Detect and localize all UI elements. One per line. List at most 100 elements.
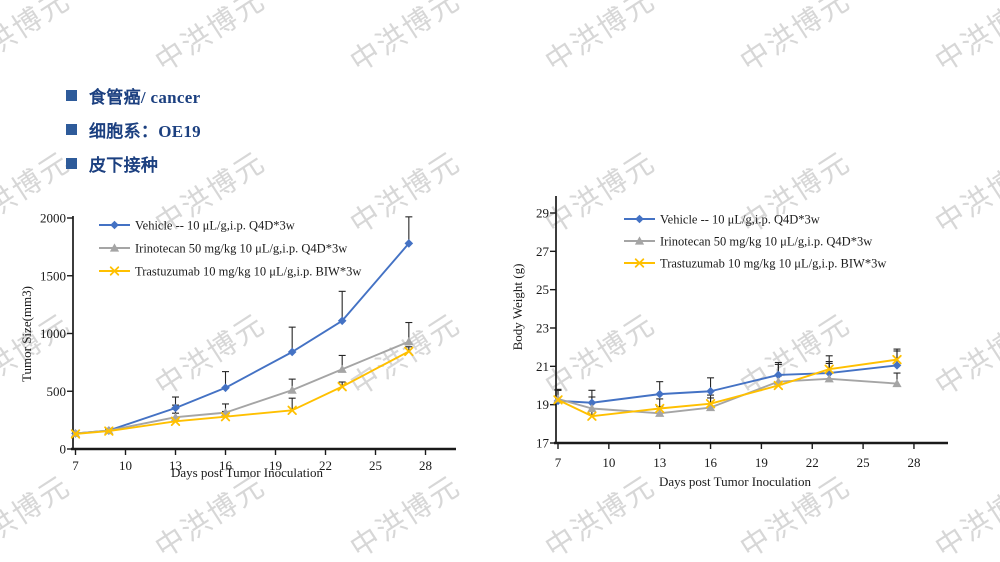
- error-bars: [554, 350, 901, 403]
- x-marker: [287, 405, 297, 416]
- x-tick-label: 16: [704, 455, 718, 470]
- bullet-item-cancer-type: 食管癌/ cancer: [66, 85, 201, 107]
- bullet-square-icon: [66, 90, 77, 101]
- diamond-marker: [706, 386, 715, 396]
- x-tick-label: 25: [369, 458, 382, 473]
- legend-item: Irinotecan 50 mg/kg 10 μL/g,i.p. Q4D*3w: [99, 241, 347, 255]
- series-markers: [70, 346, 414, 439]
- triangle-marker: [655, 408, 665, 417]
- x-tick-label: 7: [555, 455, 562, 470]
- x-tick-label: 10: [602, 455, 615, 470]
- bullet-item-inoculation: 皮下接种: [66, 153, 201, 175]
- y-axis-title: Tumor Size(mm3): [19, 286, 34, 382]
- error-bars: [554, 348, 901, 417]
- diamond-marker: [221, 383, 230, 393]
- x-tick-label: 16: [219, 458, 233, 473]
- triangle-marker: [404, 336, 414, 346]
- y-tick-label: 27: [536, 244, 550, 259]
- x-tick-label: 22: [319, 458, 332, 473]
- x-tick-label: 28: [907, 455, 920, 470]
- bullet-label: 食管癌/ cancer: [89, 88, 201, 107]
- legend-item: Trastuzumab 10 mg/kg 10 μL/g,i.p. BIW*3w: [624, 256, 886, 270]
- y-tick-label: 0: [60, 442, 67, 457]
- legend-label: Trastuzumab 10 mg/kg 10 μL/g,i.p. BIW*3w: [135, 264, 361, 278]
- legend-item: Irinotecan 50 mg/kg 10 μL/g,i.p. Q4D*3w: [624, 234, 872, 248]
- x-tick-label: 19: [269, 458, 282, 473]
- x-marker: [70, 429, 81, 439]
- x-tick-label: 22: [806, 455, 819, 470]
- legend: Vehicle -- 10 μL/g,i.p. Q4D*3w Irinotecan…: [624, 212, 886, 270]
- legend: Vehicle -- 10 μL/g,i.p. Q4D*3w Irinotecan…: [99, 218, 361, 278]
- x-tick-label: 7: [72, 458, 79, 473]
- triangle-marker: [587, 403, 597, 413]
- legend-item: Vehicle -- 10 μL/g,i.p. Q4D*3w: [99, 218, 295, 232]
- diamond-marker: [774, 370, 783, 380]
- triangle-marker: [892, 378, 902, 388]
- y-tick-label: 1000: [40, 326, 66, 341]
- legend-label: Vehicle -- 10 μL/g,i.p. Q4D*3w: [135, 218, 295, 232]
- series-markers: [70, 336, 414, 438]
- y-tick-label: 21: [536, 359, 549, 374]
- y-tick-label: 1500: [40, 268, 66, 283]
- error-bars: [554, 355, 901, 414]
- triangle-marker: [634, 236, 645, 245]
- legend-label: Irinotecan 50 mg/kg 10 μL/g,i.p. Q4D*3w: [660, 234, 872, 248]
- diamond-marker: [655, 389, 664, 399]
- x-marker: [824, 364, 834, 374]
- diamond-marker: [635, 214, 644, 224]
- triangle-marker: [287, 385, 297, 394]
- bullet-item-cell-line: 细胞系：OE19: [66, 119, 201, 141]
- x-marker: [705, 399, 716, 409]
- legend-item: Vehicle -- 10 μL/g,i.p. Q4D*3w: [624, 212, 820, 226]
- x-marker: [892, 354, 902, 365]
- legend-label: Irinotecan 50 mg/kg 10 μL/g,i.p. Q4D*3w: [135, 241, 347, 255]
- x-axis-title: Days post Tumor Inoculation: [659, 474, 812, 489]
- series-markers: [553, 354, 902, 421]
- legend-item: Trastuzumab 10 mg/kg 10 μL/g,i.p. BIW*3w: [99, 264, 361, 278]
- x-tick-label: 28: [419, 458, 432, 473]
- axes: [67, 216, 456, 455]
- x-marker: [109, 266, 120, 276]
- x-tick-label: 10: [119, 458, 132, 473]
- diamond-marker: [287, 347, 297, 357]
- y-tick-label: 23: [536, 320, 549, 335]
- diamond-marker: [110, 220, 119, 230]
- x-axis-title: Days post Tumor Inoculation: [171, 465, 324, 480]
- x-tick-label: 13: [169, 458, 182, 473]
- x-marker: [404, 346, 414, 357]
- triangle-marker: [705, 402, 716, 412]
- triangle-marker: [109, 243, 120, 252]
- series-line: [75, 350, 410, 435]
- x-marker: [587, 411, 597, 421]
- series-line: [75, 340, 410, 435]
- x-marker: [655, 403, 665, 414]
- x-marker: [337, 381, 347, 392]
- diamond-marker: [892, 361, 902, 370]
- y-tick-label: 25: [536, 282, 549, 297]
- y-tick-label: 19: [536, 397, 549, 412]
- bullet-label: 细胞系：OE19: [89, 122, 201, 141]
- bullet-square-icon: [66, 124, 77, 135]
- x-marker: [170, 416, 181, 426]
- y-axis-title: Body Weight (g): [510, 264, 525, 351]
- y-tick-label: 17: [536, 436, 550, 451]
- x-tick-label: 25: [857, 455, 870, 470]
- error-bars: [72, 346, 413, 434]
- diamond-marker: [337, 316, 347, 326]
- body-weight-chart: 17 19 21 23 25 27 29 7 10 13 16 19 22 25 28 Days post T…: [510, 196, 948, 489]
- bullet-label: 皮下接种: [89, 156, 159, 175]
- y-tick-label: 500: [47, 384, 67, 399]
- legend-label: Trastuzumab 10 mg/kg 10 μL/g,i.p. BIW*3w: [660, 256, 886, 270]
- x-tick-label: 19: [755, 455, 768, 470]
- triangle-marker: [824, 374, 834, 383]
- x-marker: [634, 258, 645, 268]
- tumor-size-chart: 0 500 1000 1500 2000 7 10 13 16 19 22 25 28 Days post…: [19, 211, 456, 480]
- series-line: [557, 377, 898, 415]
- x-marker: [104, 426, 114, 436]
- x-marker: [553, 395, 563, 405]
- y-tick-label: 2000: [40, 211, 66, 226]
- bullet-list: 食管癌/ cancer 细胞系：OE19 皮下接种: [66, 85, 201, 175]
- x-marker: [773, 380, 784, 391]
